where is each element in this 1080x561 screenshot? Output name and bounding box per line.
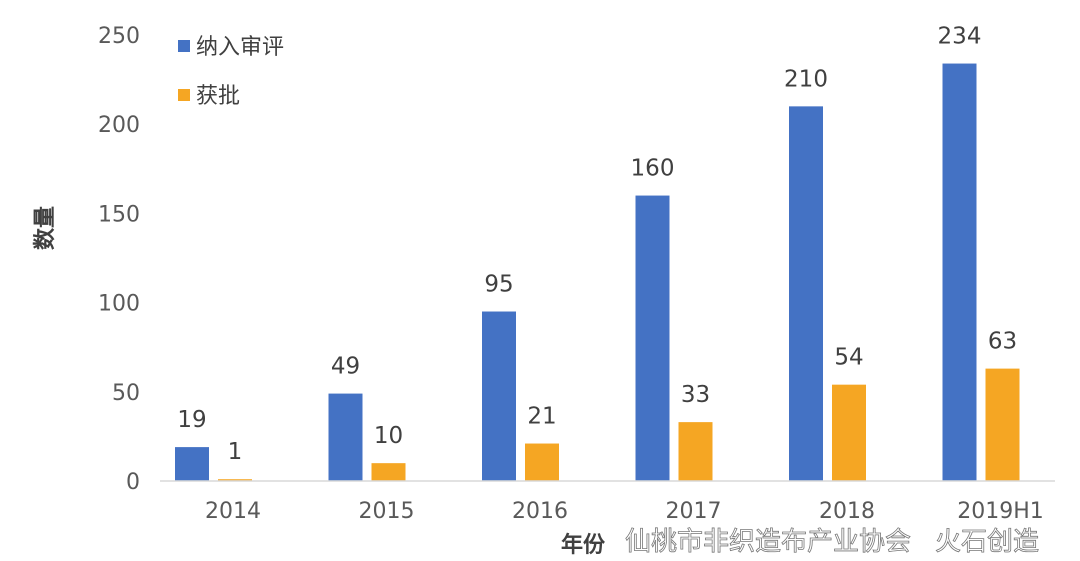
data-label: 234: [938, 24, 982, 50]
data-label: 21: [527, 404, 556, 430]
y-tick-label: 100: [98, 292, 140, 317]
bar-1: [678, 422, 713, 481]
legend-label-1: 获批: [196, 84, 240, 109]
data-label: 33: [681, 382, 710, 408]
bar-0: [482, 311, 516, 481]
bar-0: [635, 195, 670, 481]
data-label: 1: [228, 439, 243, 465]
y-tick-label: 250: [98, 24, 140, 49]
y-axis-label: 数量: [32, 206, 58, 250]
watermark-2: 火石创造: [935, 527, 1039, 557]
data-label: 10: [374, 423, 403, 449]
legend: 纳入审评 获批: [178, 35, 284, 109]
bar-0: [789, 106, 823, 482]
bar-0: [175, 447, 209, 481]
bar-1: [985, 368, 1020, 481]
x-tick-label: 2017: [666, 499, 722, 524]
bar-1: [371, 463, 406, 481]
bar-1: [218, 479, 252, 481]
y-tick-label: 200: [98, 113, 140, 138]
x-axis-label: 年份: [561, 532, 606, 558]
bar-1: [525, 443, 559, 481]
y-tick-label: 0: [126, 470, 140, 495]
bar-0: [328, 393, 363, 481]
data-label: 63: [988, 329, 1017, 355]
legend-label-0: 纳入审评: [196, 35, 284, 60]
bar-1: [832, 384, 866, 481]
y-tick-label: 50: [112, 381, 140, 406]
data-label: 160: [631, 156, 675, 182]
bar-0: [942, 63, 977, 481]
x-tick-label: 2018: [819, 499, 875, 524]
data-label: 54: [834, 345, 863, 371]
x-tick-label: 2016: [512, 499, 568, 524]
data-label: 19: [177, 407, 206, 433]
data-label: 210: [784, 66, 828, 92]
y-tick-label: 150: [98, 202, 140, 227]
legend-swatch-0: [178, 40, 190, 52]
data-label: 49: [331, 354, 360, 380]
x-tick-label: 2015: [359, 499, 415, 524]
x-tick-label: 2014: [205, 499, 261, 524]
watermark-1: 仙桃市非织造布产业协会: [625, 527, 911, 557]
data-label: 95: [484, 272, 513, 298]
legend-swatch-1: [178, 89, 190, 101]
x-tick-label: 2019H1: [957, 499, 1044, 524]
